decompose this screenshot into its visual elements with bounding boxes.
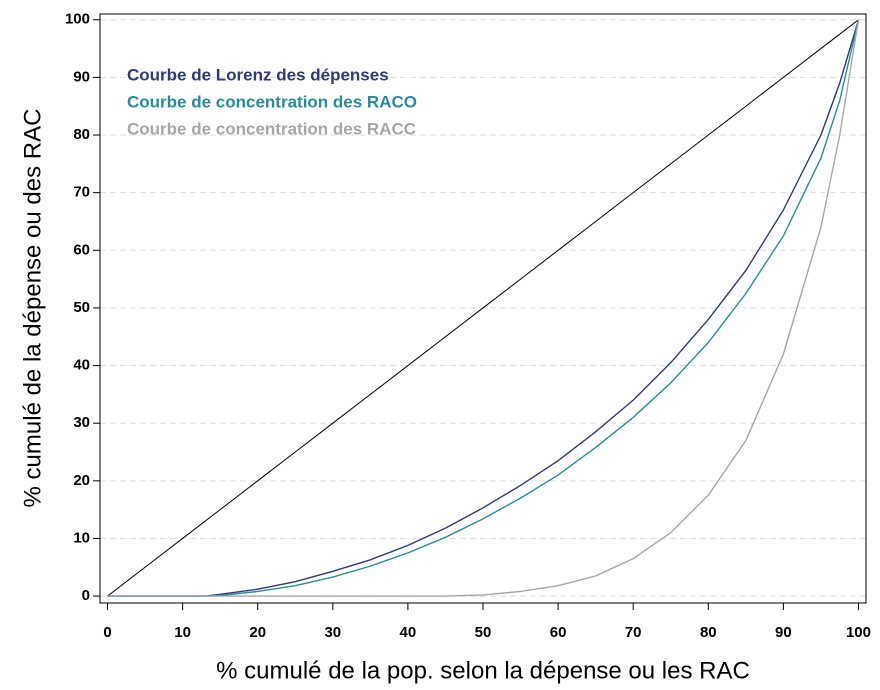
y-tick-label: 10 [73,529,90,546]
x-tick-label: 40 [400,624,417,641]
line-series [107,19,860,597]
plot-frame [99,13,867,604]
x-tick-label: 30 [324,624,341,641]
x-tick-label: 80 [700,624,717,641]
y-tick-label: 50 [73,299,90,316]
line-series [107,19,860,597]
x-tick-label: 70 [625,624,642,641]
y-tick-label: 80 [73,126,90,143]
x-tick-label: 100 [846,624,871,641]
x-axis-label: % cumulé de la pop. selon la dépense ou … [216,657,750,684]
legend-entry: Courbe de concentration des RACC [127,119,416,138]
y-tick-label: 40 [73,357,90,374]
y-axis-label: % cumulé de la dépense ou des RAC [19,109,46,508]
legend-entry: Courbe de Lorenz des dépenses [127,65,389,84]
x-tick-label: 0 [103,624,111,641]
x-tick-label: 20 [249,624,266,641]
y-tick-label: 0 [82,587,90,604]
x-tick-label: 90 [775,624,792,641]
y-tick-label: 100 [65,11,90,28]
legend-entry: Courbe de concentration des RACO [127,92,417,111]
y-tick-label: 30 [73,414,90,431]
x-tick-label: 10 [174,624,191,641]
x-tick-label: 50 [475,624,492,641]
y-tick-label: 70 [73,184,90,201]
line-series [107,19,859,597]
y-tick-label: 60 [73,241,90,258]
y-tick-label: 90 [73,68,90,85]
x-tick-label: 60 [550,624,567,641]
y-tick-label: 20 [73,472,90,489]
